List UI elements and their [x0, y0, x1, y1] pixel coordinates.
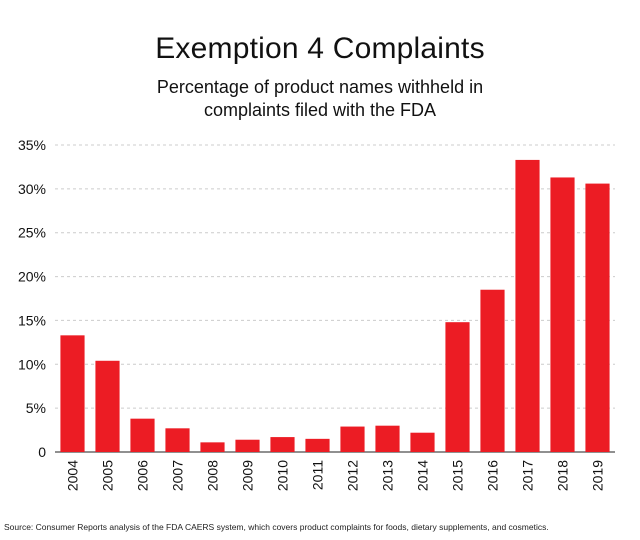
- chart-subtitle: Percentage of product names withheld in …: [156, 77, 484, 120]
- bar: [515, 159, 540, 452]
- bar: [235, 439, 260, 452]
- bar: [95, 360, 120, 452]
- x-tick-label: 2018: [555, 460, 571, 491]
- bar: [200, 442, 225, 452]
- bar: [130, 418, 155, 452]
- x-tick-label: 2012: [345, 460, 361, 491]
- bar: [480, 289, 505, 452]
- y-tick-label: 35%: [18, 137, 46, 153]
- chart-title: Exemption 4 Complaints: [155, 32, 485, 65]
- x-tick-label: 2005: [100, 460, 116, 491]
- y-tick-label: 0: [38, 444, 46, 460]
- x-tick-label: 2017: [520, 460, 536, 491]
- bar: [165, 428, 190, 452]
- x-tick-label: 2019: [590, 460, 606, 491]
- bar: [340, 426, 365, 452]
- source-note: Source: Consumer Reports analysis of the…: [4, 522, 549, 532]
- bar: [305, 438, 330, 452]
- x-tick-label: 2014: [415, 460, 431, 491]
- x-tick-label: 2011: [310, 460, 326, 490]
- y-tick-label: 25%: [18, 225, 46, 241]
- x-tick-label: 2007: [170, 460, 186, 491]
- y-tick-label: 10%: [18, 356, 46, 372]
- x-tick-label: 2016: [485, 460, 501, 491]
- x-tick-label: 2004: [65, 460, 81, 491]
- bar: [270, 437, 295, 452]
- x-tick-label: 2009: [240, 460, 256, 491]
- bar: [445, 322, 470, 452]
- x-tick-label: 2013: [380, 460, 396, 491]
- y-tick-label: 15%: [18, 312, 46, 328]
- bar: [550, 177, 575, 452]
- x-tick-label: 2006: [135, 460, 151, 491]
- bar: [375, 425, 400, 452]
- x-tick-label: 2010: [275, 460, 291, 491]
- x-tick-label: 2008: [205, 460, 221, 491]
- y-tick-label: 30%: [18, 181, 46, 197]
- bar: [585, 183, 610, 452]
- y-tick-label: 5%: [26, 400, 46, 416]
- y-tick-label: 20%: [18, 269, 46, 285]
- bar: [410, 432, 435, 452]
- x-tick-label: 2015: [450, 460, 466, 491]
- bar: [60, 335, 85, 452]
